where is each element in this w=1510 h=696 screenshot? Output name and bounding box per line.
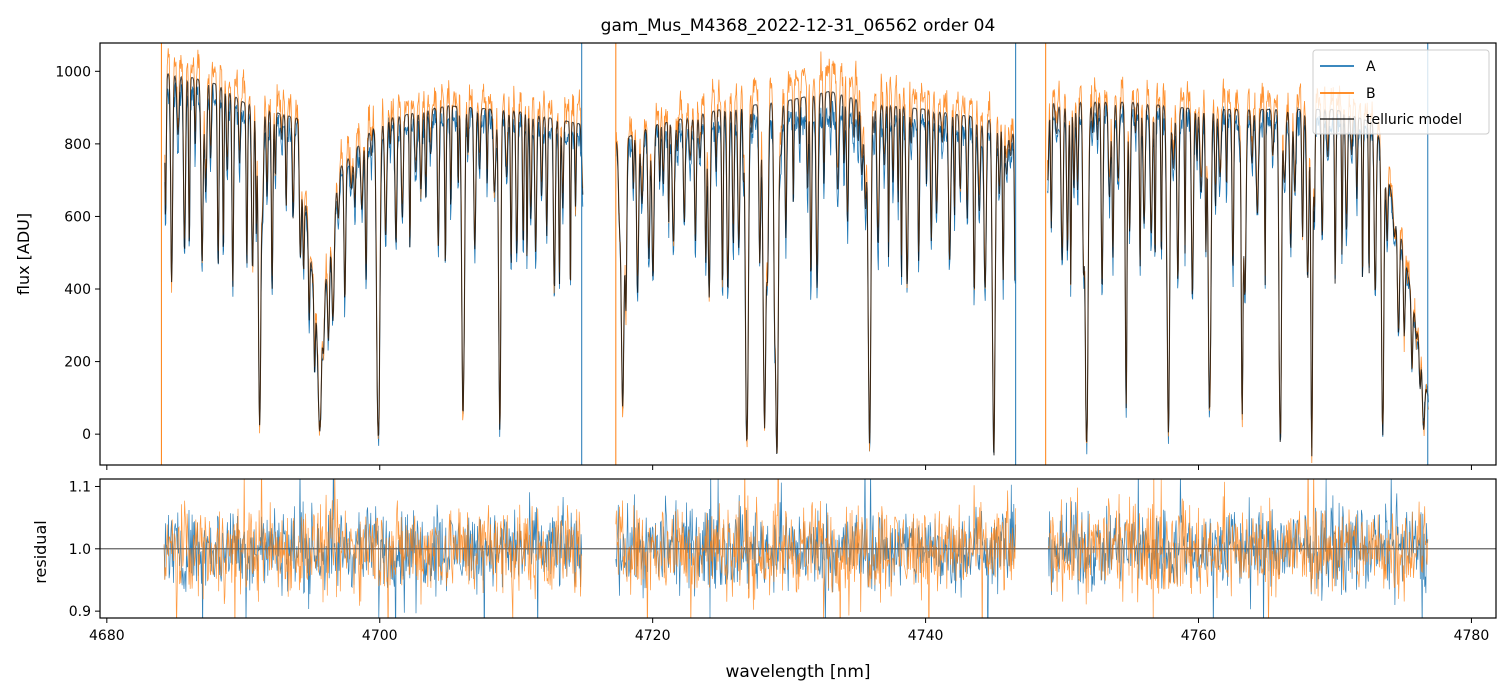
chart-title: gam_Mus_M4368_2022-12-31_06562 order 04 [601, 16, 996, 36]
flux-x-axis [106, 465, 1472, 470]
flux-y-axis: 0 200 400 600 800 1000 [55, 64, 100, 443]
flux-y-axis-label: flux [ADU] [14, 213, 33, 295]
residual-x-tick-label: 4700 [362, 628, 398, 644]
legend-label-model: telluric model [1366, 112, 1462, 128]
residual-x-tick-label: 4780 [1454, 628, 1490, 644]
flux-panel-frame [99, 42, 1497, 466]
residual-x-tick-label: 4760 [1181, 628, 1217, 644]
flux-y-tick-label: 200 [64, 355, 91, 371]
residual-x-tick-label: 4740 [908, 628, 944, 644]
legend-frame [1312, 49, 1490, 135]
residual-y-axis: 0.9 1.0 1.1 [69, 479, 100, 620]
legend: A B telluric model [1312, 49, 1490, 135]
legend-label-a: A [1366, 59, 1376, 75]
residual-y-tick-label: 1.0 [69, 542, 91, 558]
residual-x-tick-label: 4680 [89, 628, 125, 644]
x-axis-label: wavelength [nm] [725, 662, 870, 682]
residual-y-tick-label: 1.1 [69, 479, 91, 495]
flux-y-tick-label: 1000 [55, 64, 91, 80]
flux-y-tick-label: 0 [82, 427, 91, 443]
flux-panel: 0 200 400 600 800 1000 flux [ADU] A B telluri… [14, 42, 1497, 470]
flux-y-tick-label: 600 [64, 209, 91, 225]
flux-y-tick-label: 800 [64, 137, 91, 153]
residual-panel: 0.9 1.0 1.1 4680 4700 4720 4740 4760 4780 resid… [31, 478, 1497, 644]
flux-y-tick-label: 400 [64, 282, 91, 298]
residual-y-tick-label: 0.9 [69, 604, 91, 620]
residual-y-axis-label: residual [31, 520, 50, 583]
residual-b-line [163, 479, 1429, 618]
flux-plot-area [160, 43, 1429, 465]
residual-x-axis: 4680 4700 4720 4740 4760 4780 [89, 618, 1489, 644]
legend-label-b: B [1366, 86, 1376, 102]
residual-plot-area [100, 479, 1496, 618]
residual-x-tick-label: 4720 [635, 628, 671, 644]
